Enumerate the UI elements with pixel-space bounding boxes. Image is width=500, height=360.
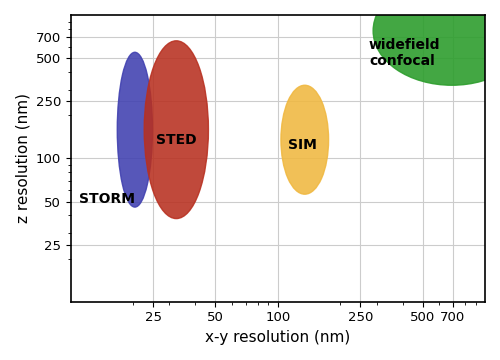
- Ellipse shape: [118, 52, 152, 207]
- Text: SIM: SIM: [288, 139, 317, 152]
- Ellipse shape: [281, 85, 328, 194]
- Text: STED: STED: [156, 133, 196, 147]
- Y-axis label: z resolution (nm): z resolution (nm): [15, 93, 30, 223]
- Ellipse shape: [144, 41, 208, 219]
- X-axis label: x-y resolution (nm): x-y resolution (nm): [205, 330, 350, 345]
- Text: widefield
confocal: widefield confocal: [369, 38, 440, 68]
- Text: STORM: STORM: [79, 192, 135, 206]
- Ellipse shape: [373, 0, 500, 85]
